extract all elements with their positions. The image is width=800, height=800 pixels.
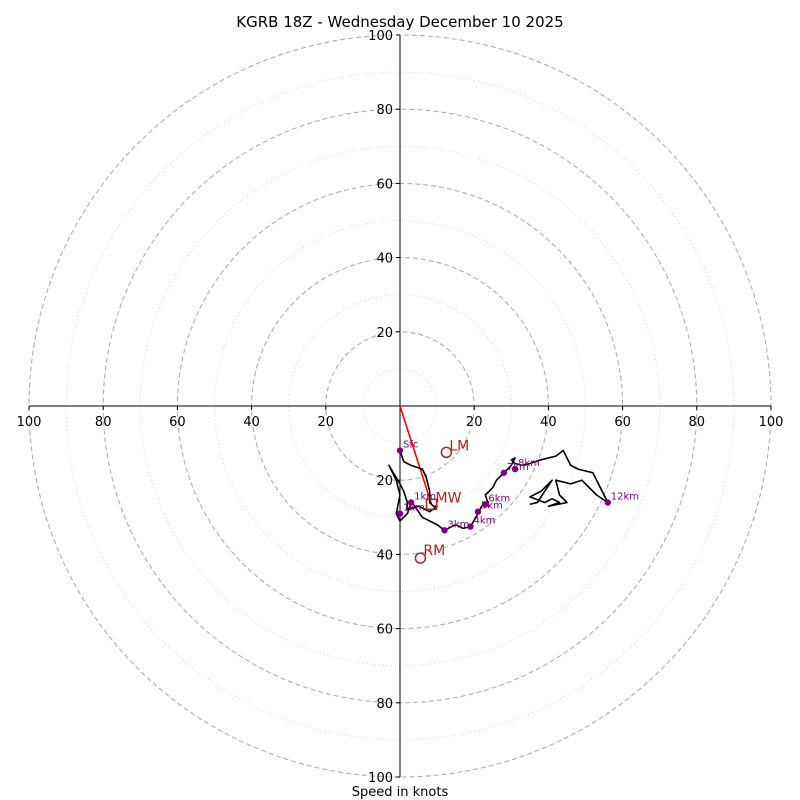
height-marker-dot-4 [467,523,474,530]
height-marker-label-8: 8km [518,458,540,469]
height-marker-label-5: 5km [481,501,503,512]
y-tick-label-bottom-1: 40 [376,548,393,563]
y-tick-label-bottom-2: 60 [376,623,393,638]
y-tick-label-bottom-0: 20 [376,474,393,489]
height-marker-label-6: 6km [488,493,510,504]
x-tick-label-6: 20 [466,415,483,430]
x-tick-label-4: 20 [318,415,335,430]
x-tick-label-0: 100 [17,415,42,430]
height-marker-label-1: 1km [414,491,436,502]
axis-ticks [28,34,772,778]
height-marker-dot-5 [474,508,482,515]
height-marker-dot-0 [396,447,404,454]
y-tick-label-top-4: 100 [368,29,393,44]
height-marker-dot-2 [396,510,404,517]
wind-trace-line [388,449,609,532]
mean-wind-label: MW [436,490,462,506]
height-marker-label-0: Sfc [403,440,418,451]
height-marker-dot-1 [407,499,415,506]
y-tick-label-bottom-3: 80 [376,697,393,712]
y-tick-label-top-3: 80 [376,103,393,118]
x-tick-label-3: 40 [243,415,260,430]
right-mover-label: RM [423,543,445,559]
wind-trace-group [388,449,609,532]
height-marker-label-7: 7km [507,462,529,473]
shear-vector-line [399,405,433,505]
y-tick-label-top-1: 40 [376,252,393,267]
x-tick-label-10: 100 [759,415,784,430]
y-tick-label-top-2: 60 [376,177,393,192]
height-marker-dot-7 [500,469,508,476]
height-marker-dot-3 [441,527,448,534]
height-marker-dot-6 [482,501,489,508]
mean-wind-marker [425,498,438,511]
x-tick-label-7: 40 [540,415,557,430]
height-marker-dot-8 [511,465,519,473]
y-tick-label-bottom-4: 100 [368,771,393,786]
x-axis-label: Speed in knots [352,785,449,800]
x-tick-label-9: 80 [689,415,706,430]
shear-vector-group [399,405,433,505]
x-tick-label-8: 60 [614,415,631,430]
chart-title: KGRB 18Z - Wednesday December 10 2025 [236,13,563,31]
left-mover-marker [440,446,453,459]
left-mover-label: LM [449,438,469,454]
height-marker-label-3: 3km [448,519,470,530]
height-marker-label-2: 1km [403,503,425,514]
height-marker-dot-9 [604,499,611,506]
y-tick-label-top-0: 20 [376,326,393,341]
height-marker-label-4: 4km [473,516,495,527]
x-tick-label-2: 60 [169,415,186,430]
right-mover-marker [414,552,427,564]
axis-tick-labels: 100 80 60 40 20 20 40 60 80 100 20 20 40 40 60 60 80 80 10… [17,29,784,786]
x-tick-label-1: 80 [95,415,112,430]
height-marker-label-9: 12km [611,491,639,502]
storm-motion-markers: MW LM RM [414,438,469,564]
